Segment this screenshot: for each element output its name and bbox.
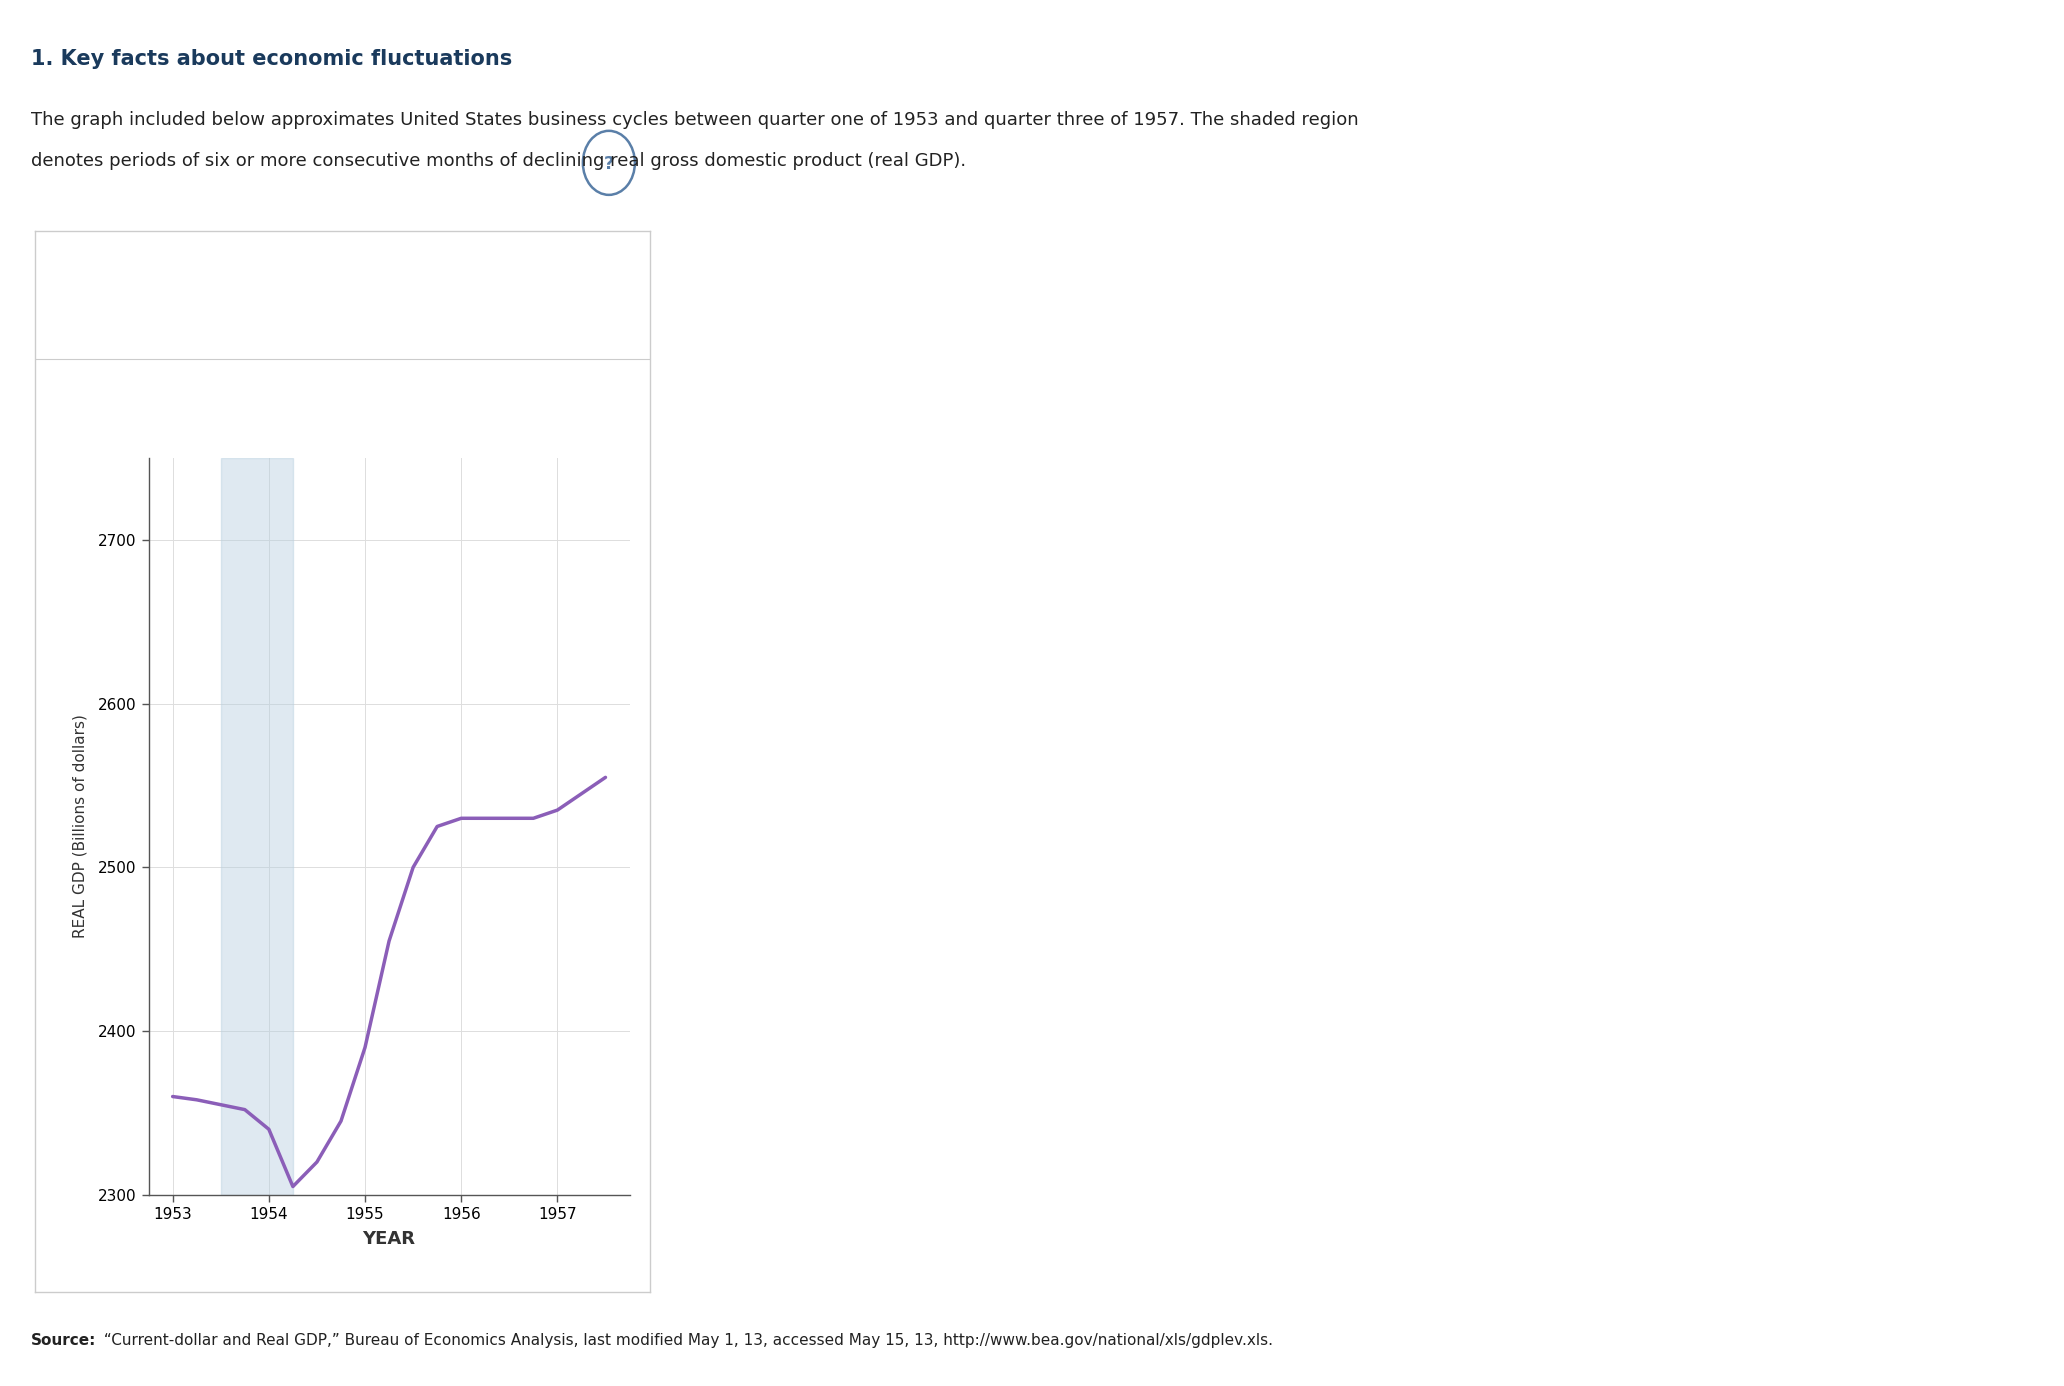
Text: Source:: Source: (31, 1333, 97, 1349)
Text: “Current-dollar and Real GDP,” Bureau of Economics Analysis, last modified May 1: “Current-dollar and Real GDP,” Bureau of… (99, 1333, 1273, 1349)
Text: 1. Key facts about economic fluctuations: 1. Key facts about economic fluctuations (31, 49, 512, 68)
Y-axis label: REAL GDP (Billions of dollars): REAL GDP (Billions of dollars) (72, 715, 87, 938)
X-axis label: YEAR: YEAR (363, 1229, 415, 1247)
Text: denotes periods of six or more consecutive months of declining real gross domest: denotes periods of six or more consecuti… (31, 152, 966, 170)
Text: ?: ? (603, 155, 615, 173)
Text: The graph included below approximates United States business cycles between quar: The graph included below approximates Un… (31, 111, 1358, 129)
Bar (221, 459, 293, 1195)
